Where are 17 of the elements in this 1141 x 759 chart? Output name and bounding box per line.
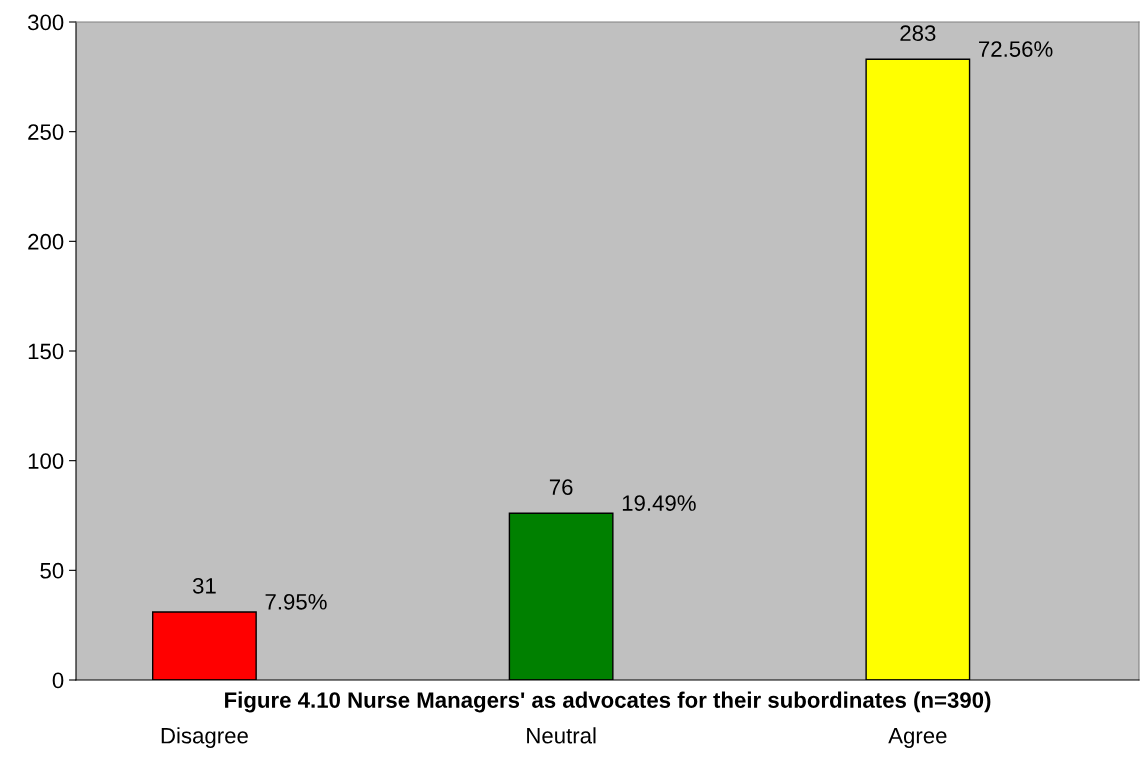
y-tick-label: 100 <box>28 453 64 469</box>
data-label: 283 <box>900 25 936 42</box>
text: Figure 4.10 Nurse Managers' as advocates for their subordinates (n=390) <box>225 691 991 713</box>
y-tick-label: 250 <box>28 124 64 140</box>
data-label: 31 <box>192 577 216 594</box>
y-tick-label: 200 <box>28 233 64 250</box>
x-tick-label: Neutral <box>527 727 596 744</box>
annotation: 19.49% <box>622 495 696 511</box>
x-tick-label: Disagree <box>161 727 248 748</box>
data-label: 76 <box>549 479 573 496</box>
annotation: 7.95% <box>265 593 327 610</box>
annotation: 72.56% <box>979 41 1053 57</box>
y-tick-label: 0 <box>52 672 64 689</box>
y-tick-label: 50 <box>40 562 64 579</box>
x-tick-label: Agree <box>888 728 947 748</box>
y-tick-label: 150 <box>28 343 64 360</box>
y-tick-label: 300 <box>27 14 64 31</box>
